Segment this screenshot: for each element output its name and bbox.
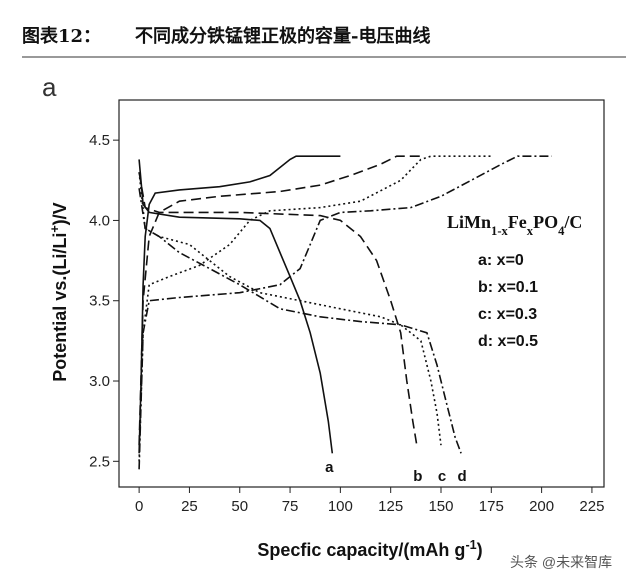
x-tick-label: 200 [529, 498, 554, 515]
x-tick-label: 150 [428, 498, 453, 515]
curve-label: b [413, 468, 422, 485]
text-part: Fe [508, 212, 527, 232]
x-tick-label: 75 [282, 498, 299, 515]
plot-frame [118, 99, 605, 488]
text-part: PO [533, 212, 558, 232]
y-tick-label: 3.5 [89, 293, 110, 310]
text-part: ) [477, 540, 483, 560]
text-part: LiMn [447, 212, 491, 232]
curve-charge [138, 155, 341, 454]
curve-charge [138, 155, 421, 446]
x-tick-label: 50 [231, 498, 248, 515]
curve-discharge [138, 172, 418, 446]
text-part: 4 [558, 224, 565, 238]
curve-label: c [438, 468, 446, 485]
curve-label: d [458, 468, 467, 485]
x-tick-label: 100 [328, 498, 353, 515]
text-part: Potential vs.(Li/Li [50, 233, 70, 382]
curve-discharge [138, 188, 462, 454]
curve-charge [138, 155, 552, 470]
y-tick-label: 4.0 [89, 212, 110, 229]
legend-entry: a: x=0 [478, 252, 524, 269]
watermark: 头条 @未来智库 [510, 554, 612, 570]
text-part: + [48, 225, 62, 232]
legend-entry: b: x=0.1 [478, 279, 538, 296]
legend-entry: c: x=0.3 [478, 306, 537, 323]
x-tick-label: 175 [479, 498, 504, 515]
curve-label: a [325, 459, 334, 476]
y-tick-label: 3.0 [89, 373, 110, 390]
text-part: Specfic capacity/(mAh g [257, 540, 465, 560]
x-tick-label: 0 [135, 498, 143, 515]
panel-label: a [42, 72, 57, 102]
legend-title: LiMn1-xFexPO4/C [447, 212, 582, 238]
text-part: /C [563, 212, 582, 232]
legend-entry: d: x=0.5 [478, 333, 538, 350]
y-tick-label: 2.5 [89, 453, 110, 470]
curve-charge [138, 155, 492, 462]
figure-title: 不同成分铁锰锂正极的容量-电压曲线 [135, 25, 430, 47]
y-axis-title: Potential vs.(Li/Li+)/V [48, 202, 70, 381]
x-axis-title: Specfic capacity/(mAh g-1) [257, 538, 482, 560]
curve-discharge [138, 159, 334, 454]
figure-label: 图表12： [22, 25, 101, 47]
y-tick-label: 4.5 [89, 132, 110, 149]
text-part: x [527, 224, 534, 238]
text-part: -1 [465, 538, 476, 552]
x-tick-label: 225 [579, 498, 604, 515]
text-part: )/V [50, 202, 70, 225]
text-part: 1-x [491, 224, 508, 238]
x-tick-label: 125 [378, 498, 403, 515]
curve-discharge [138, 172, 442, 446]
x-tick-label: 25 [181, 498, 198, 515]
